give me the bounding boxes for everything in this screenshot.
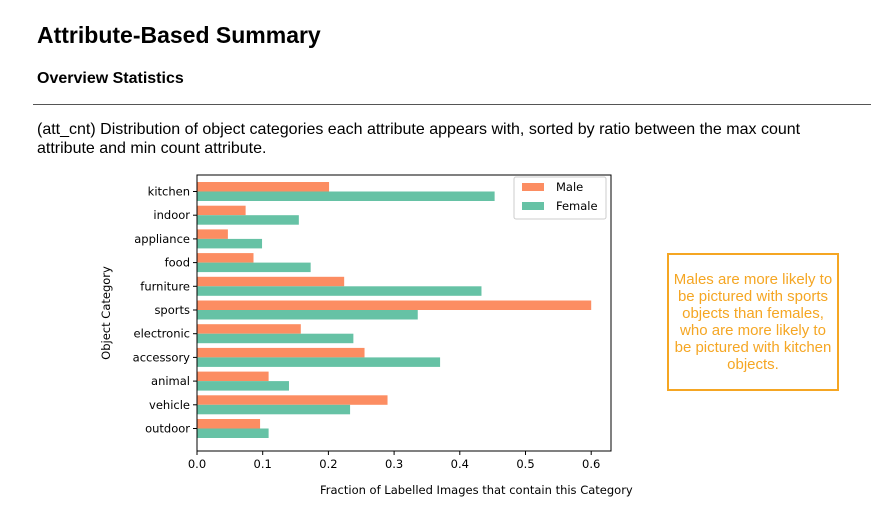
page-title: Attribute-Based Summary xyxy=(37,22,321,48)
x-tick-label-0.3: 0.3 xyxy=(385,457,403,471)
bar-male-sports xyxy=(197,300,592,310)
bar-female-indoor xyxy=(197,215,299,225)
x-tick-label-0.6: 0.6 xyxy=(582,457,600,471)
bar-male-appliance xyxy=(197,229,228,239)
bar-male-furniture xyxy=(197,276,345,287)
plot-frame xyxy=(196,174,612,452)
bar-female-animal xyxy=(197,381,289,391)
bar-male-food xyxy=(197,253,254,263)
bar-female-vehicle xyxy=(197,404,351,415)
y-tick-label-sports: sports xyxy=(154,303,190,317)
divider xyxy=(33,104,871,105)
legend-label-male: Male xyxy=(556,180,583,194)
callout-text: Males are more likely to be pictured wit… xyxy=(673,271,833,373)
y-tick-label-furniture: furniture xyxy=(140,279,190,293)
y-axis-label: Object Category xyxy=(99,266,113,360)
bar-female-furniture xyxy=(197,286,482,296)
bar-male-outdoor xyxy=(197,419,261,429)
x-tick-label-0.4: 0.4 xyxy=(451,457,469,471)
legend: Male Female xyxy=(513,176,607,220)
bar-male-indoor xyxy=(197,205,246,216)
bar-male-vehicle xyxy=(197,395,388,405)
bar-female-kitchen xyxy=(197,191,495,201)
bar-female-outdoor xyxy=(197,428,269,438)
callout-box: Males are more likely to be pictured wit… xyxy=(667,253,839,391)
legend-label-female: Female xyxy=(556,199,598,213)
y-tick-label-food: food xyxy=(165,256,190,270)
y-tick-label-accessory: accessory xyxy=(133,350,191,364)
y-tick-label-electronic: electronic xyxy=(134,327,191,341)
x-tick-label-0.5: 0.5 xyxy=(516,457,534,471)
x-tick-label-0.2: 0.2 xyxy=(319,457,337,471)
legend-swatch-male xyxy=(522,183,544,191)
bars-group xyxy=(197,182,592,438)
x-tick-label-0.0: 0.0 xyxy=(188,457,206,471)
y-axis: kitchen indoor appliance food furniture sport… xyxy=(133,185,197,436)
y-tick-label-outdoor: outdoor xyxy=(145,422,190,436)
bar-male-kitchen xyxy=(197,182,330,192)
x-axis: 0.0 0.1 0.2 0.3 0.4 0.5 0.6 xyxy=(188,451,600,471)
x-tick-label-0.1: 0.1 xyxy=(254,457,272,471)
section-title: Overview Statistics xyxy=(37,70,184,87)
bar-male-accessory xyxy=(197,347,365,358)
x-axis-label: Fraction of Labelled Images that contain… xyxy=(320,483,633,497)
legend-swatch-female xyxy=(522,202,544,210)
y-tick-label-kitchen: kitchen xyxy=(148,185,190,199)
chart-description: (att_cnt) Distribution of object categor… xyxy=(37,121,801,157)
bar-male-electronic xyxy=(197,324,301,334)
y-tick-label-vehicle: vehicle xyxy=(149,398,190,412)
bar-male-animal xyxy=(197,371,269,382)
y-tick-label-animal: animal xyxy=(151,374,190,388)
bar-female-accessory xyxy=(197,357,441,367)
y-tick-label-indoor: indoor xyxy=(153,208,190,222)
bar-female-food xyxy=(197,262,311,273)
bar-female-electronic xyxy=(197,333,354,344)
y-tick-label-appliance: appliance xyxy=(134,232,190,246)
bar-female-sports xyxy=(197,310,418,320)
bar-female-appliance xyxy=(197,238,263,249)
